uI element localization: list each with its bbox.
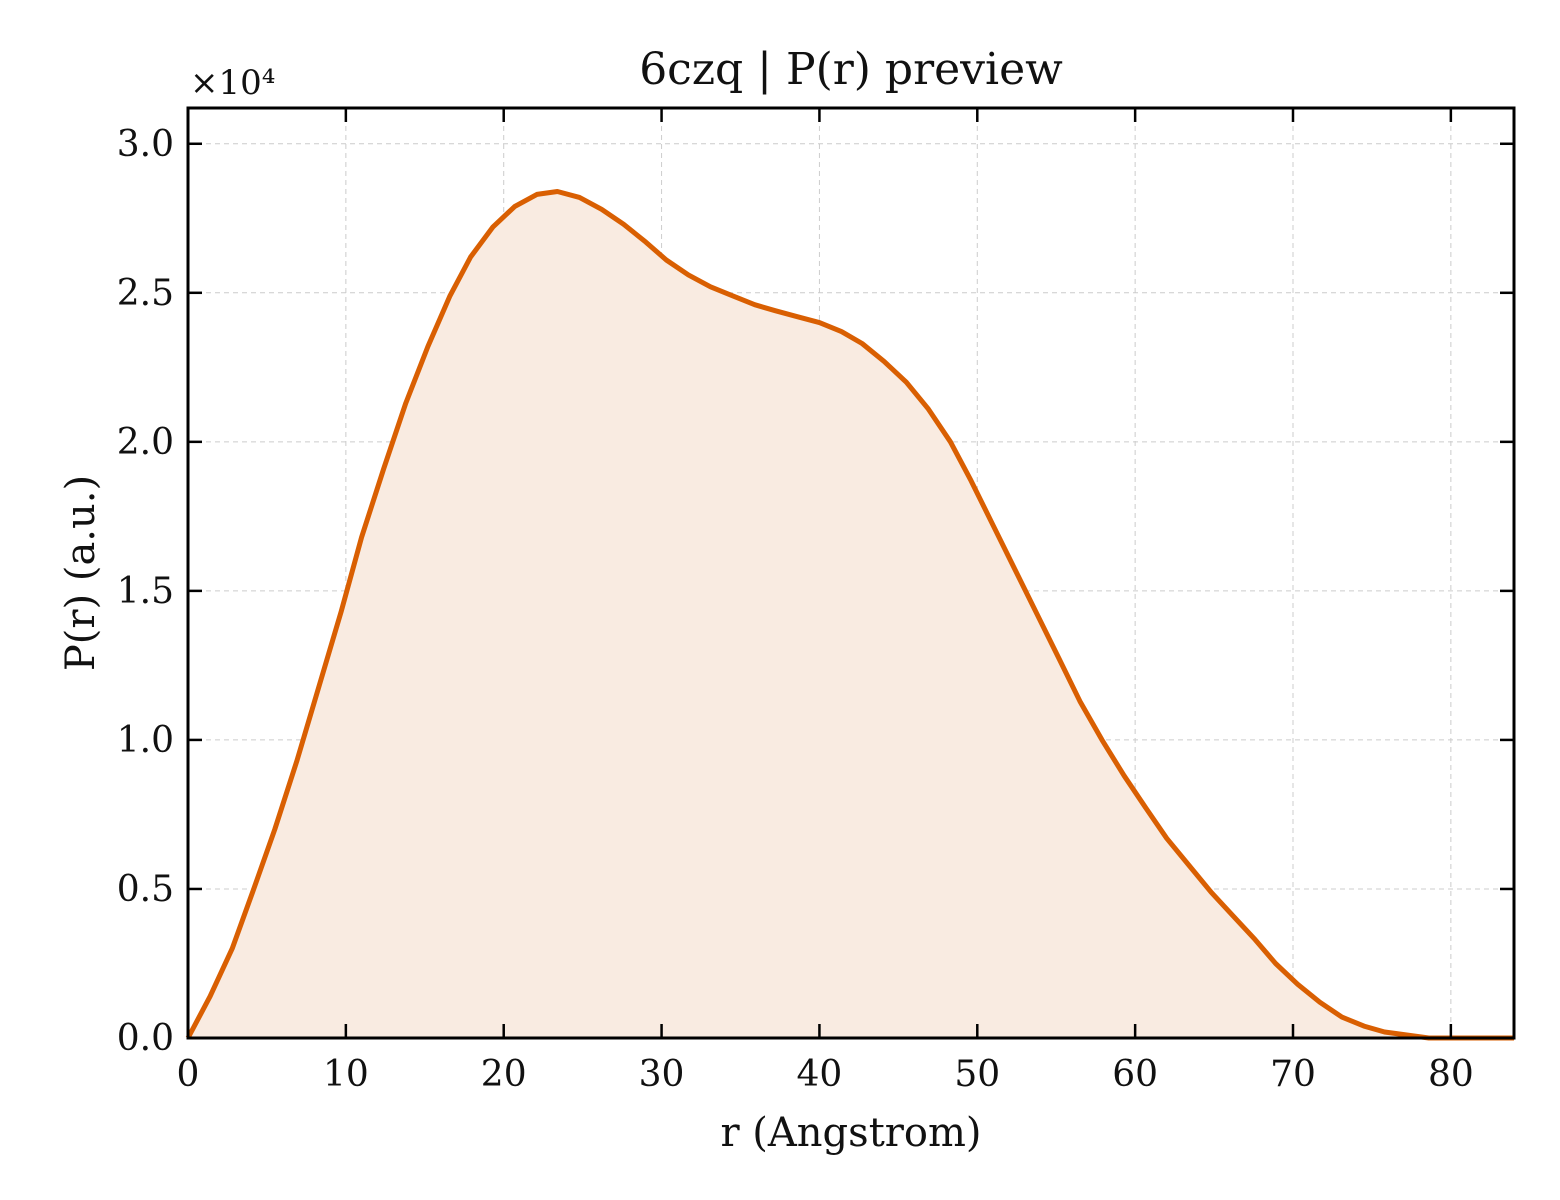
y-tick-label: 1.5 [117, 571, 174, 612]
y-offset-label: ×10⁴ [190, 63, 275, 103]
x-tick-label: 70 [1270, 1054, 1316, 1095]
y-tick-label: 0.0 [117, 1018, 174, 1059]
pr-curve-line [185, 189, 1514, 1041]
chart-title: 6czq | P(r) preview [639, 44, 1063, 95]
y-tick-label: 1.0 [117, 720, 174, 761]
x-tick-label: 0 [177, 1054, 200, 1095]
x-tick-label: 20 [481, 1054, 527, 1095]
x-tick-label: 40 [797, 1054, 843, 1095]
y-tick-label: 0.5 [117, 869, 174, 910]
x-axis-title: r (Angstrom) [720, 1110, 981, 1156]
x-tick-label: 30 [639, 1054, 685, 1095]
plot-frame [186, 106, 1516, 1040]
y-axis-title: P(r) (a.u.) [58, 475, 104, 671]
x-tick-label: 50 [954, 1054, 1000, 1095]
ticks-layer: 0 10 20 30 40 50 60 70 80 0.0 0.5 1.0 1.5 2.0 2.5 3.0 [117, 108, 1514, 1095]
y-tick-label: 2.0 [117, 422, 174, 463]
x-tick-label: 60 [1112, 1054, 1158, 1095]
y-tick-label: 2.5 [117, 273, 174, 314]
x-tick-label: 10 [323, 1054, 369, 1095]
area-fill [188, 191, 1514, 1038]
y-tick-label: 3.0 [117, 124, 174, 165]
x-tick-label: 80 [1428, 1054, 1474, 1095]
